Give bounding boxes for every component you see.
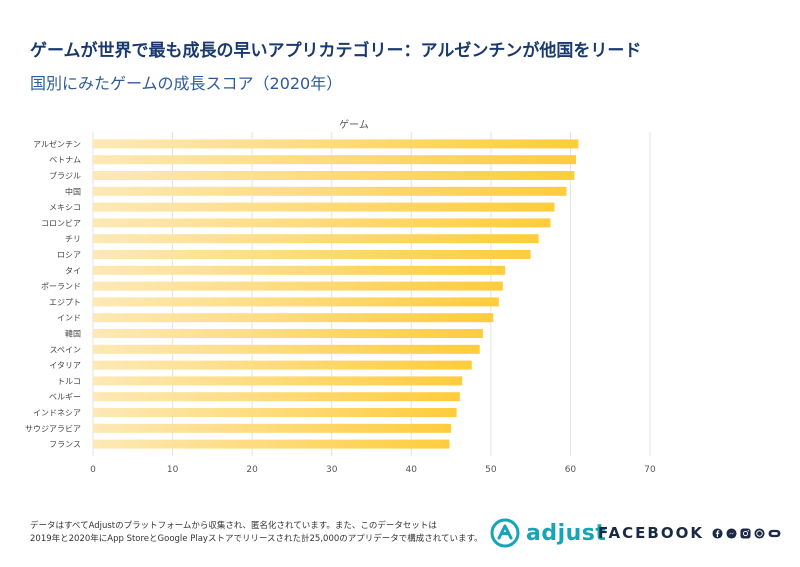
adjust-wordmark: adjust <box>526 520 607 546</box>
messenger-icon <box>726 527 737 539</box>
x-tick-label: 0 <box>90 465 96 475</box>
facebook-wordmark: FACEBOOK <box>598 524 704 542</box>
bar <box>93 202 555 212</box>
category-label: トルコ <box>57 377 81 386</box>
oculus-icon <box>768 529 781 537</box>
category-label: ポーランド <box>41 282 81 291</box>
bar <box>93 155 576 165</box>
bar <box>93 408 457 417</box>
bar <box>93 139 579 149</box>
x-tick-label: 30 <box>326 465 338 475</box>
bar <box>93 265 506 275</box>
footer-note-line-2: 2019年と2020年にApp StoreとGoogle Playストアでリリー… <box>30 534 483 544</box>
category-label: メキシコ <box>49 203 81 212</box>
x-tick-label: 10 <box>167 465 179 475</box>
facebook-icon <box>712 527 723 539</box>
x-tick-label: 60 <box>565 465 577 475</box>
bar <box>93 344 480 354</box>
bar <box>93 171 575 180</box>
bar <box>93 360 472 370</box>
category-label: チリ <box>65 235 81 244</box>
category-label: 韓国 <box>65 329 81 339</box>
adjust-logo: adjust <box>490 518 606 548</box>
category-label: インドネシア <box>33 409 81 418</box>
category-label: ベトナム <box>49 156 81 165</box>
chart-title: ゲームが世界で最も成長の早いアプリカテゴリー：アルゼンチンが他国をリード <box>30 41 642 61</box>
bar <box>93 313 494 323</box>
category-label: スペイン <box>50 345 81 354</box>
category-label: ロシア <box>57 251 81 260</box>
x-tick-label: 40 <box>406 465 418 475</box>
bar <box>93 376 463 386</box>
bar <box>93 234 539 244</box>
bar <box>93 281 503 291</box>
bar <box>93 423 452 433</box>
bar <box>93 218 551 228</box>
category-label: サウジアラビア <box>25 424 81 433</box>
chart-subtitle: 国別にみたゲームの成長スコア（2020年） <box>30 74 343 93</box>
category-label: イタリア <box>49 361 81 370</box>
bar <box>93 439 450 449</box>
category-label: ブラジル <box>49 171 81 181</box>
facebook-logo: FACEBOOK <box>598 524 781 542</box>
adjust-mark-icon <box>490 518 520 548</box>
bar <box>93 392 460 402</box>
category-label: タイ <box>65 266 81 275</box>
instagram-icon <box>740 527 751 539</box>
x-tick-label: 20 <box>246 465 258 475</box>
whatsapp-icon <box>754 527 765 539</box>
category-label: ベルギー <box>49 393 81 402</box>
footer-note: データはすべてAdjustのプラットフォームから収集され、匿名化されています。ま… <box>30 520 483 546</box>
category-label: フランス <box>49 440 81 449</box>
chart-series-title: ゲーム <box>339 119 369 131</box>
category-label: コロンビア <box>41 219 81 228</box>
bar-chart: アルゼンチンベトナムブラジル中国メキシココロンビアチリロシアタイポーランドエジプ… <box>25 119 656 475</box>
x-tick-label: 70 <box>644 465 656 475</box>
category-label: 中国 <box>65 186 81 196</box>
bar <box>93 250 531 259</box>
x-tick-label: 50 <box>485 465 497 475</box>
bar <box>93 329 483 338</box>
category-label: インド <box>57 314 81 323</box>
category-label: エジプト <box>49 298 81 307</box>
facebook-app-icons <box>712 527 781 539</box>
bar <box>93 297 499 307</box>
category-label: アルゼンチン <box>33 139 81 149</box>
footer-note-line-1: データはすべてAdjustのプラットフォームから収集され、匿名化されています。ま… <box>30 521 437 531</box>
bar <box>93 186 567 196</box>
